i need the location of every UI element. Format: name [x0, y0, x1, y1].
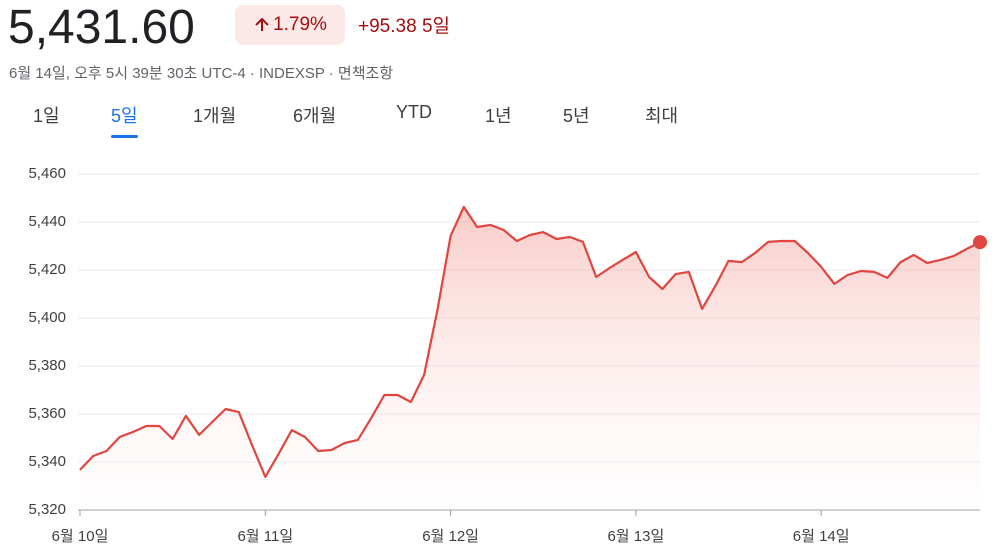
range-tab[interactable]: 최대: [645, 106, 679, 126]
y-tick-label: 5,440: [28, 213, 66, 230]
change-percent: 1.79%: [273, 14, 327, 35]
range-tab[interactable]: 1년: [485, 106, 512, 126]
x-tick-label: 6월 14일: [793, 528, 850, 545]
x-tick-label: 6월 12일: [422, 528, 479, 545]
range-tab[interactable]: 5일: [111, 102, 138, 138]
last-point: [973, 235, 987, 250]
y-tick-label: 5,420: [28, 261, 66, 278]
meta-info: 6월 14일, 오후 5시 39분 30초 UTC-4 · INDEXSP · …: [9, 65, 394, 82]
price: 5,431.60: [8, 1, 195, 54]
range-tab[interactable]: 1개월: [193, 106, 237, 126]
change: +95.38 5일: [358, 11, 450, 38]
y-tick-label: 5,400: [28, 309, 66, 326]
y-tick-label: 5,320: [28, 501, 66, 518]
range-tab[interactable]: YTD: [396, 102, 432, 122]
x-tick-label: 6월 11일: [237, 528, 293, 545]
up-arrow: [255, 17, 269, 31]
y-tick-label: 5,340: [28, 453, 66, 470]
area: [80, 206, 980, 510]
y-tick-label: 5,380: [28, 357, 66, 374]
price-line: [79, 205, 981, 478]
change-value: +95.38: [358, 16, 417, 37]
range-tab[interactable]: 1일: [33, 106, 60, 126]
range-tab[interactable]: 6개월: [293, 106, 337, 126]
x-tick-label: 6월 13일: [607, 528, 664, 545]
range-tab[interactable]: 5년: [563, 106, 590, 126]
x-tick-label: 6월 10일: [52, 528, 109, 545]
change-badge: 1.79%: [235, 5, 345, 45]
y-tick-label: 5,360: [28, 405, 66, 422]
y-tick-label: 5,460: [28, 165, 66, 182]
period: 5일: [421, 16, 450, 37]
